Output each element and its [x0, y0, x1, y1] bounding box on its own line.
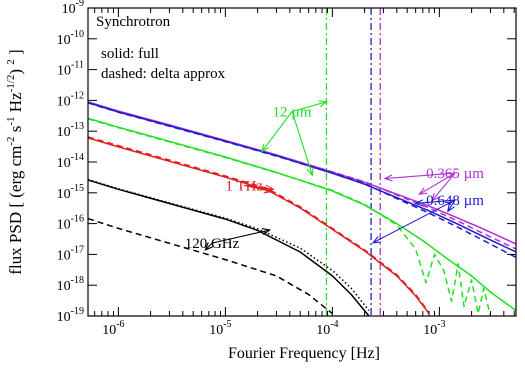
annotation-arrow — [291, 111, 313, 176]
y-label-sup: 2 — [5, 59, 17, 65]
y-tick-label: 10-18 — [57, 275, 84, 294]
y-tick-label: 10-19 — [57, 306, 84, 325]
y-label-part: s — [6, 126, 25, 137]
y-label-sup: -1 — [5, 116, 17, 125]
annotation-arrowhead — [261, 143, 270, 153]
series-line — [88, 117, 516, 312]
annotation-arrowhead — [318, 100, 328, 108]
annotation-arrowhead — [306, 167, 314, 177]
x-tick-label: 10-3 — [423, 319, 445, 338]
y-tick-label: 10-9 — [62, 0, 84, 17]
legend-line-dashed: dashed: delta approx — [101, 66, 226, 82]
panel-label: Synchrotron — [96, 14, 171, 30]
y-tick-label: 10-10 — [57, 29, 84, 48]
y-tick-label: 10-13 — [57, 121, 84, 140]
y-tick-label: 10-11 — [57, 60, 84, 79]
y-tick-label: 10-17 — [57, 244, 84, 263]
series-line — [88, 179, 370, 316]
annotation-arrow — [244, 184, 272, 193]
x-tick-label: 10-4 — [316, 319, 338, 338]
y-label-part: Hz — [6, 92, 25, 117]
annotation-label: 0.365 µm — [426, 166, 484, 182]
annotation-arrowhead — [418, 187, 428, 195]
vertical-reference-lines — [325, 8, 381, 316]
tick-layer — [88, 7, 516, 317]
series-line — [88, 137, 430, 315]
annotation-arrow — [431, 172, 456, 202]
x-tick-label: 10-6 — [102, 319, 124, 338]
series-line — [88, 102, 516, 259]
annotation-arrowhead — [383, 174, 393, 182]
annotation-arrow — [211, 229, 270, 244]
annotation-arrowhead — [261, 228, 272, 236]
tick-label-layer: 10-6 10-5 10-4 10-3 10-19 10-18 10-17 10-16 10-1… — [57, 0, 446, 338]
annotation-arrowhead — [204, 242, 213, 251]
y-label-part: flux PSD [ (erg cm — [6, 146, 25, 275]
annotation-arrow — [291, 101, 327, 113]
series-line — [88, 217, 333, 315]
annotation-arrow — [261, 111, 293, 152]
y-label-sup: -1/2 — [5, 75, 17, 93]
annotation-arrow — [372, 199, 456, 244]
annotation-arrow — [204, 242, 213, 251]
legend-line-solid: solid: full — [101, 46, 159, 62]
y-axis-label: flux PSD [ (erg cm-2 s-1 Hz-1/2) 2 ] — [5, 49, 25, 274]
y-tick-label: 10-12 — [57, 90, 84, 109]
annotation-arrowhead — [371, 236, 382, 244]
y-tick-label: 10-14 — [57, 152, 84, 171]
y-label-part: ) — [6, 65, 25, 75]
y-tick-label: 10-15 — [57, 183, 84, 202]
annotation-arrowhead — [430, 192, 440, 202]
y-tick-label: 10-16 — [57, 214, 84, 233]
annotation-arrow — [415, 199, 456, 205]
annotation-arrow — [384, 172, 456, 180]
series-line — [88, 118, 492, 316]
series-line — [88, 136, 430, 313]
annotation-arrow — [447, 199, 456, 212]
annotation-label: 0.648 µm — [426, 193, 484, 209]
annotation-label: 1 THz — [225, 178, 263, 194]
annotation-arrow — [419, 172, 456, 195]
y-label-sup: -2 — [5, 136, 17, 145]
x-tick-label: 10-5 — [209, 319, 231, 338]
x-axis-label: Fourier Frequency [Hz] — [228, 345, 380, 362]
series-layer — [88, 101, 516, 316]
annotation-arrowhead — [263, 186, 273, 194]
annotation-arrowhead — [414, 199, 424, 207]
y-label-part: ] — [6, 49, 25, 59]
series-line — [88, 178, 370, 312]
annotation-arrowhead — [447, 203, 455, 213]
